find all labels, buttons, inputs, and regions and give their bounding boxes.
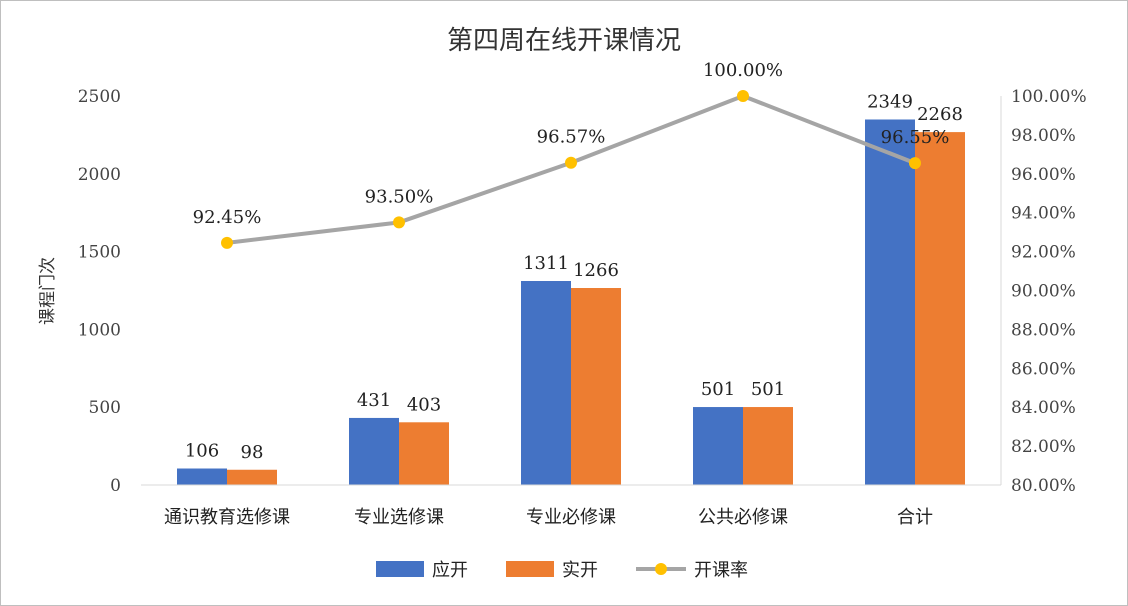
right-tick-label: 94.00% [1011, 204, 1076, 224]
y-axis-title: 课程门次 [38, 257, 58, 325]
bar-data-label: 1311 [523, 253, 569, 274]
bar-data-label: 501 [751, 379, 785, 400]
bar-data-label: 403 [407, 394, 441, 415]
rate-data-label: 92.45% [193, 207, 262, 228]
rate-marker [737, 90, 749, 102]
rate-line [226, 94, 916, 245]
legend-swatch [376, 561, 424, 577]
right-tick-label: 86.00% [1011, 359, 1076, 379]
right-tick-label: 98.00% [1011, 126, 1076, 146]
category-label: 公共必修课 [698, 507, 788, 528]
bar-actual [227, 469, 277, 485]
bar-data-label: 431 [357, 390, 391, 411]
right-axis: 80.00% 82.00% 84.00% 86.00% 88.00% 90.00% 92.0… [1000, 87, 1087, 496]
right-tick-label: 82.00% [1011, 437, 1076, 457]
bar-data-label: 501 [701, 379, 735, 400]
legend-marker [655, 563, 667, 575]
bar-actual [571, 288, 621, 485]
rate-data-label: 96.55% [881, 127, 950, 148]
bar-planned [865, 119, 915, 485]
bar-actual [399, 422, 449, 485]
legend-swatch [506, 561, 554, 577]
right-tick-label: 88.00% [1011, 320, 1076, 340]
left-tick-label: 1000 [78, 320, 121, 340]
bar-data-label: 2349 [867, 91, 913, 112]
legend-label: 开课率 [694, 560, 748, 581]
bar-data-label: 98 [241, 442, 264, 463]
legend-label: 应开 [432, 560, 468, 581]
bar-actual [743, 407, 793, 485]
rate-data-label: 96.57% [537, 127, 606, 148]
rate-marker [393, 216, 405, 229]
right-tick-label: 100.00% [1011, 87, 1087, 107]
right-tick-label: 90.00% [1011, 282, 1076, 302]
legend-label: 实开 [562, 560, 598, 581]
rate-marker [909, 157, 921, 170]
category-label: 通识教育选修课 [164, 507, 290, 528]
bar-data-label: 1266 [573, 260, 619, 281]
category-label: 专业选修课 [354, 507, 444, 528]
left-tick-label: 500 [89, 398, 121, 418]
category-axis: 通识教育选修课 专业选修课 专业必修课 公共必修课 合计 [141, 484, 1001, 528]
left-tick-label: 1500 [78, 243, 121, 263]
bar-data-label: 2268 [917, 104, 963, 125]
left-tick-label: 2500 [78, 87, 121, 107]
right-tick-label: 92.00% [1011, 243, 1076, 263]
bar-planned [521, 281, 571, 485]
legend: 应开 实开 开课率 [376, 560, 748, 581]
rate-line-series: 92.45% 93.50% 96.57% 100.00% 96.55% [193, 60, 950, 249]
left-tick-label: 2000 [78, 165, 121, 185]
right-tick-label: 96.00% [1011, 165, 1076, 185]
left-tick-label: 0 [110, 476, 121, 496]
right-tick-label: 84.00% [1011, 398, 1076, 418]
bar-actual [915, 132, 965, 486]
category-label: 合计 [897, 507, 933, 528]
chart-title: 第四周在线开课情况 [447, 26, 681, 56]
left-axis: 0 500 1000 1500 2000 2500 [78, 87, 121, 496]
bar-planned [693, 407, 743, 485]
rate-data-label: 93.50% [365, 186, 434, 207]
right-tick-label: 80.00% [1011, 476, 1076, 496]
category-label: 专业必修课 [526, 507, 616, 528]
rate-marker [221, 236, 233, 249]
bar-planned [177, 468, 227, 485]
rate-marker [565, 156, 577, 169]
bar-data-label: 106 [185, 441, 219, 462]
bar-planned [349, 417, 399, 485]
bar-series [177, 119, 965, 486]
rate-data-label: 100.00% [703, 60, 783, 81]
